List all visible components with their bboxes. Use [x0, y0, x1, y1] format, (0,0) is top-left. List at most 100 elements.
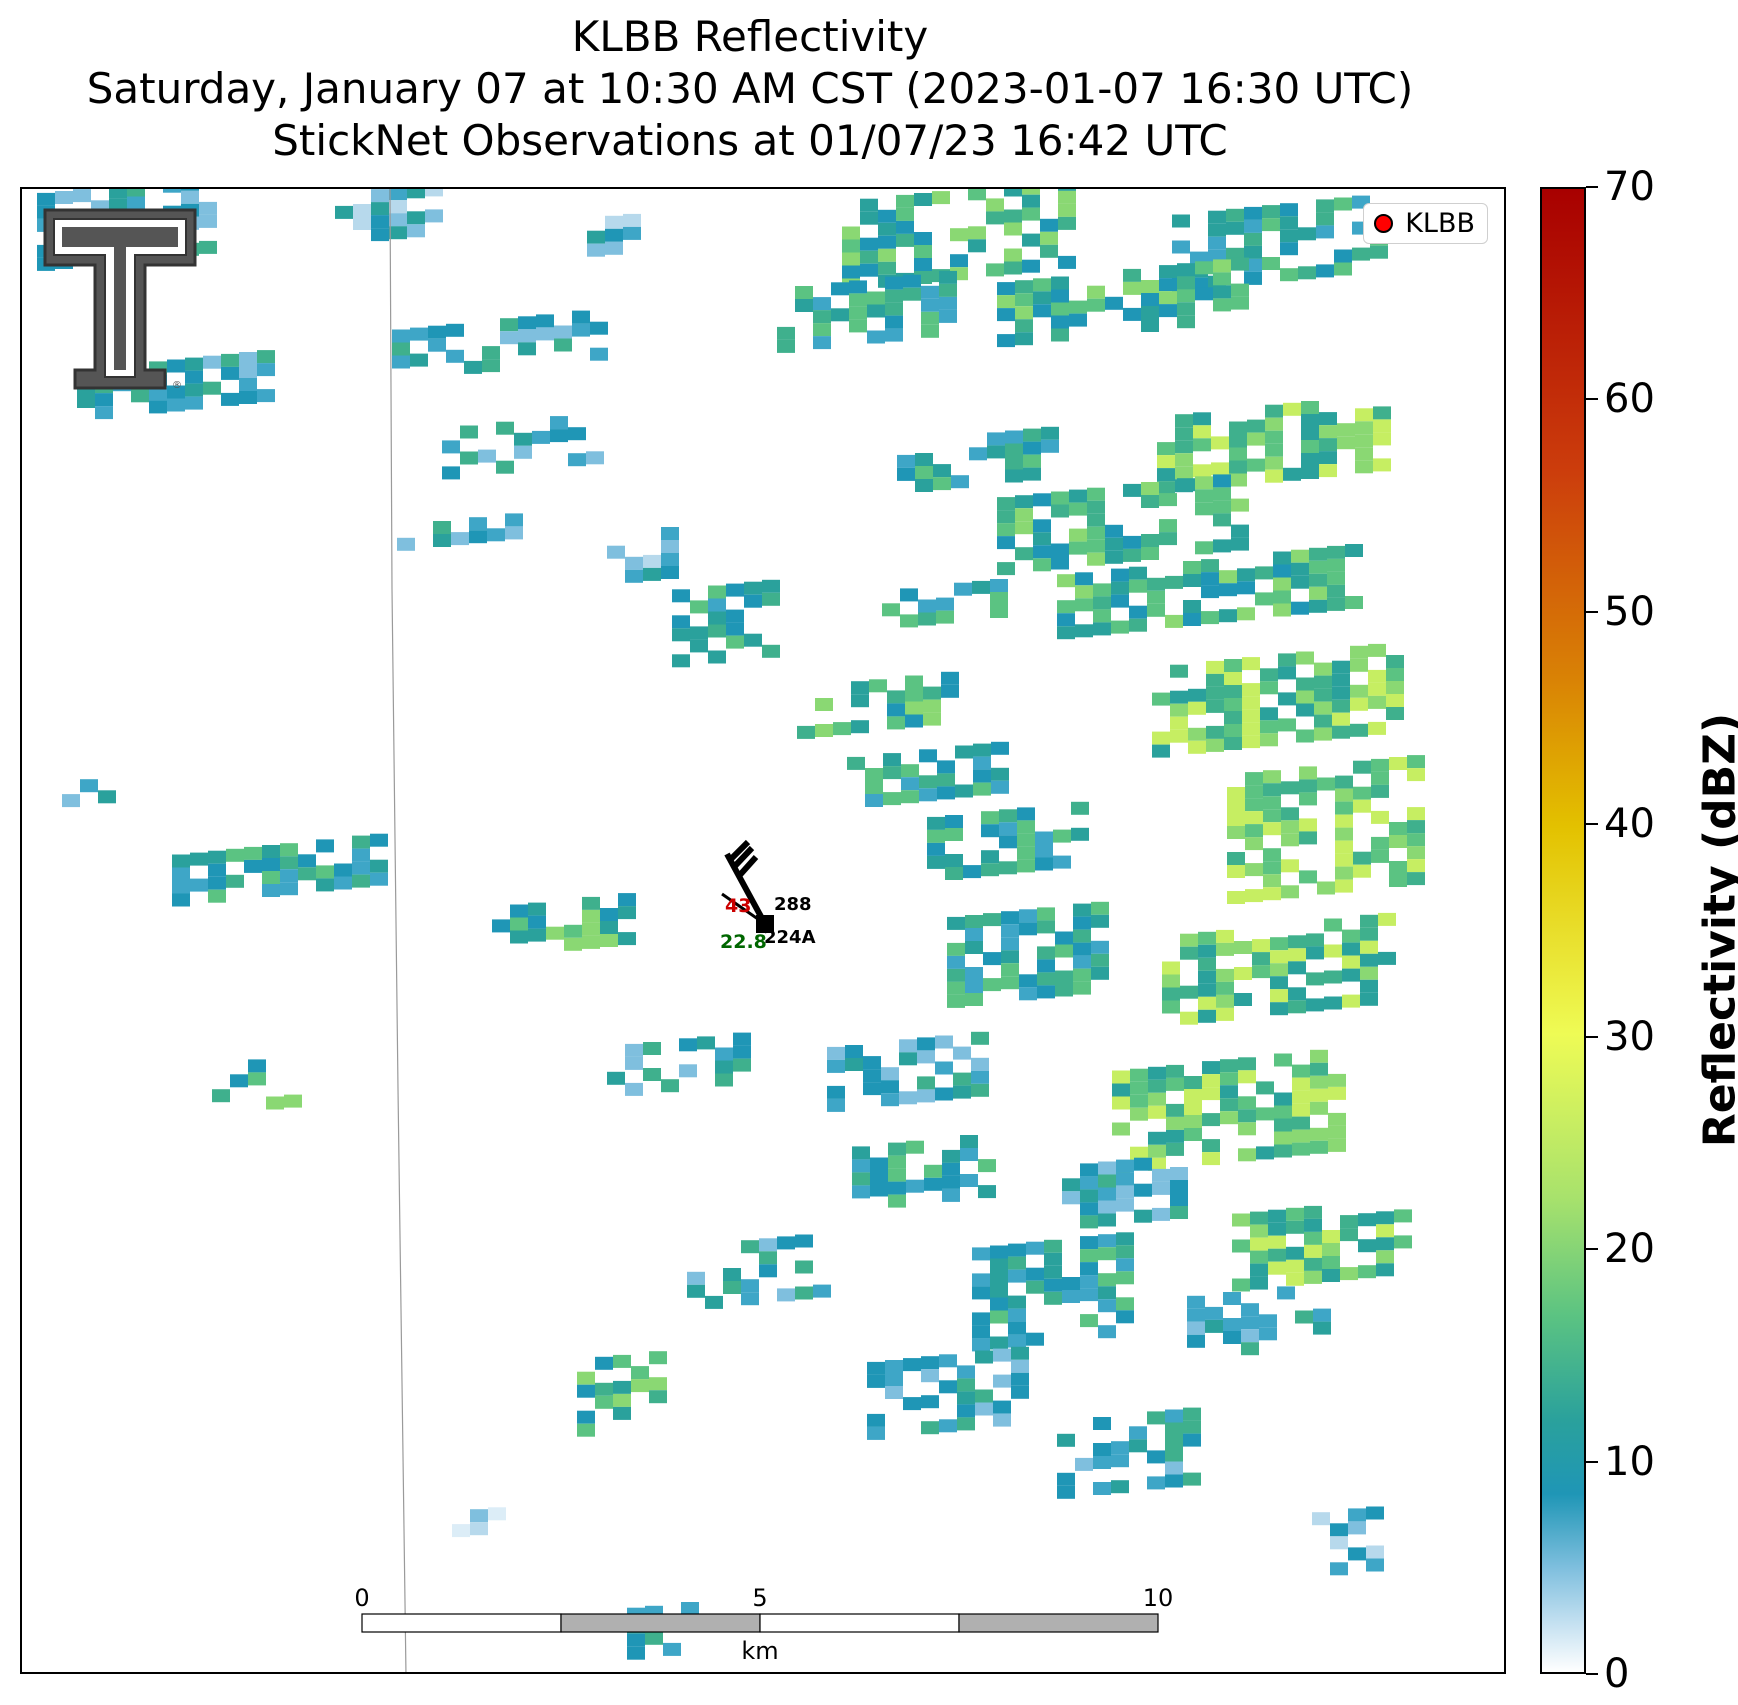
reflectivity-cell: [1040, 244, 1058, 258]
reflectivity-cell: [80, 779, 98, 793]
reflectivity-cell: [1073, 916, 1091, 930]
reflectivity-cell: [1296, 690, 1314, 704]
reflectivity-cell: [389, 226, 407, 240]
reflectivity-cell: [1224, 711, 1242, 724]
reflectivity-cell: [1216, 981, 1234, 995]
station-temperature: 43: [725, 895, 751, 917]
reflectivity-cell: [1270, 989, 1288, 1003]
reflectivity-cell: [968, 226, 986, 240]
reflectivity-cell: [1087, 500, 1105, 514]
reflectivity-cell: [1080, 1262, 1098, 1276]
reflectivity-cell: [881, 1080, 899, 1094]
stickset-station-plot[interactable]: 43 288 22.8 224A: [720, 839, 816, 953]
colorbar-tick-mark: [1586, 186, 1598, 188]
reflectivity-cell: [1041, 426, 1059, 440]
reflectivity-cell: [451, 532, 469, 546]
reflectivity-cell: [870, 1183, 888, 1197]
reflectivity-cell: [813, 297, 831, 311]
reflectivity-cell: [1213, 539, 1231, 553]
reflectivity-cell: [131, 389, 149, 403]
reflectivity-cell: [1312, 1512, 1330, 1526]
reflectivity-cell: [1130, 1094, 1148, 1108]
reflectivity-cell: [1263, 874, 1281, 888]
reflectivity-cell: [528, 928, 546, 942]
reflectivity-cell: [1162, 961, 1180, 975]
reflectivity-cell: [972, 580, 990, 594]
reflectivity-cell: [849, 306, 867, 320]
reflectivity-cell: [1309, 586, 1327, 600]
reflectivity-cell: [777, 326, 795, 340]
reflectivity-cell: [997, 536, 1015, 550]
radar-map[interactable]: 43 288 22.8 224A 0 5 10 km ® KLBB: [20, 187, 1506, 1674]
reflectivity-cell: [1229, 460, 1247, 474]
reflectivity-cell: [564, 937, 582, 951]
reflectivity-cell: [919, 788, 937, 802]
reflectivity-cell: [203, 355, 221, 369]
reflectivity-cell: [1206, 699, 1224, 713]
reflectivity-cell: [1026, 1241, 1044, 1255]
reflectivity-cell: [918, 599, 936, 613]
reflectivity-cell: [1159, 291, 1177, 305]
reflectivity-cell: [936, 597, 954, 611]
reflectivity-cell: [627, 1646, 645, 1660]
reflectivity-cell: [172, 893, 190, 907]
reflectivity-cell: [1184, 1128, 1202, 1141]
reflectivity-cell: [1231, 257, 1249, 271]
reflectivity-cell: [924, 1164, 942, 1178]
reflectivity-cell: [1116, 1271, 1134, 1285]
reflectivity-cell: [1224, 698, 1242, 711]
reflectivity-cell: [1201, 572, 1219, 586]
reflectivity-cell: [1348, 1547, 1366, 1561]
reflectivity-cell: [1123, 268, 1141, 282]
reflectivity-cell: [1019, 987, 1037, 1001]
reflectivity-cell: [997, 334, 1015, 348]
reflectivity-cell: [1057, 574, 1075, 588]
reflectivity-cell: [607, 545, 625, 559]
reflectivity-cell: [248, 1059, 266, 1073]
reflectivity-cell: [957, 1417, 975, 1431]
reflectivity-cell: [1170, 664, 1188, 678]
reflectivity-cell: [937, 786, 955, 800]
reflectivity-cell: [1019, 909, 1037, 923]
reflectivity-cell: [708, 611, 726, 625]
reflectivity-cell: [482, 346, 500, 360]
reflectivity-cell: [1350, 658, 1368, 672]
reflectivity-cell: [991, 780, 1009, 794]
reflectivity-cell: [1165, 575, 1183, 589]
reflectivity-cell: [860, 250, 878, 264]
reflectivity-cell: [1245, 811, 1263, 825]
reflectivity-cell: [1260, 668, 1278, 682]
reflectivity-cell: [1093, 1482, 1111, 1495]
reflectivity-cell: [965, 941, 983, 954]
reflectivity-cell: [867, 330, 885, 344]
reflectivity-cell: [1177, 263, 1195, 277]
reflectivity-cell: [1252, 939, 1270, 953]
reflectivity-cell: [1093, 583, 1111, 597]
reflectivity-cell: [1366, 1545, 1384, 1559]
reflectivity-cell: [1234, 941, 1252, 954]
reflectivity-cell: [607, 1071, 625, 1085]
reflectivity-cell: [1252, 965, 1270, 979]
reflectivity-cell: [885, 1360, 903, 1373]
reflectivity-cell: [1051, 556, 1069, 570]
reflectivity-cell: [697, 1036, 715, 1050]
reflectivity-cell: [815, 724, 833, 737]
reflectivity-cell: [1091, 940, 1109, 954]
reflectivity-cell: [149, 387, 167, 401]
reflectivity-cell: [1202, 1087, 1220, 1101]
reflectivity-cell: [1299, 870, 1317, 884]
reflectivity-cell: [1208, 210, 1226, 224]
reflectivity-cell: [1244, 245, 1262, 259]
reflectivity-colorbar: [1540, 187, 1586, 1674]
reflectivity-cell: [1309, 560, 1327, 574]
reflectivity-cell: [95, 406, 113, 420]
reflectivity-cell: [1053, 855, 1071, 869]
reflectivity-cell: [1187, 1308, 1205, 1322]
reflectivity-cell: [428, 325, 446, 339]
reflectivity-cell: [470, 1522, 488, 1536]
reflectivity-cell: [1242, 696, 1260, 710]
reflectivity-cell: [1184, 1102, 1202, 1115]
reflectivity-cell: [870, 1157, 888, 1171]
reflectivity-cell: [896, 207, 914, 221]
reflectivity-cell: [1306, 933, 1324, 947]
